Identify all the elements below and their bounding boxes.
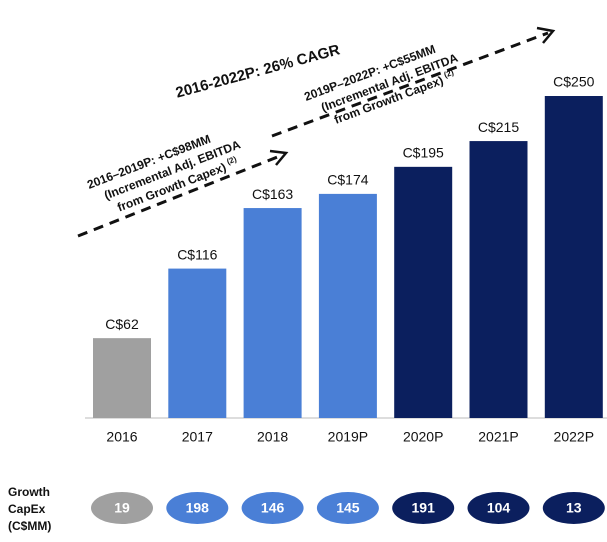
x-tick-label: 2021P — [478, 429, 518, 445]
row-label: CapEx — [8, 502, 46, 516]
bar — [93, 338, 151, 418]
arrow — [77, 154, 281, 238]
bar — [168, 268, 227, 418]
capex-badge — [166, 492, 229, 524]
capex-value: 191 — [412, 500, 436, 516]
row-label: (C$MM) — [8, 519, 51, 533]
x-tick-label: 2017 — [182, 429, 213, 445]
capex-value: 19 — [114, 500, 130, 516]
bar — [544, 96, 603, 418]
bar — [469, 141, 528, 418]
capex-value: 13 — [566, 500, 582, 516]
footnote-ref: (2) — [443, 68, 456, 80]
value-label: C$174 — [327, 172, 368, 188]
x-tick-label: 2016 — [106, 429, 137, 445]
arrowhead — [536, 26, 556, 44]
capex-value: 198 — [186, 500, 210, 516]
segment-annotation: 2016–2019P: +C$98MM(Incremental Adj. EBI… — [85, 132, 243, 215]
value-label: C$116 — [177, 246, 217, 262]
capex-value: 104 — [487, 500, 511, 516]
bar — [394, 166, 453, 418]
arrow — [271, 31, 549, 138]
footnote-ref: (2) — [225, 154, 238, 166]
row-label: Growth — [8, 485, 50, 499]
capex-badge — [542, 492, 605, 524]
bar — [318, 193, 377, 418]
capex-badge — [467, 492, 530, 524]
value-label: C$62 — [105, 316, 139, 332]
value-label: C$195 — [403, 145, 444, 161]
value-label: C$215 — [478, 119, 519, 135]
capex-badge — [392, 492, 455, 524]
x-tick-label: 2020P — [403, 429, 443, 445]
arrowhead — [269, 149, 289, 166]
bar — [243, 208, 302, 418]
x-tick-label: 2022P — [554, 429, 594, 445]
value-label: C$250 — [553, 74, 594, 90]
capex-badge — [91, 492, 153, 524]
capex-value: 145 — [336, 500, 360, 516]
capex-value: 146 — [261, 500, 285, 516]
capex-badge — [316, 492, 379, 524]
capex-badge — [241, 492, 304, 524]
x-tick-label: 2018 — [257, 429, 288, 445]
value-label: C$163 — [252, 186, 293, 202]
x-tick-label: 2019P — [328, 429, 368, 445]
